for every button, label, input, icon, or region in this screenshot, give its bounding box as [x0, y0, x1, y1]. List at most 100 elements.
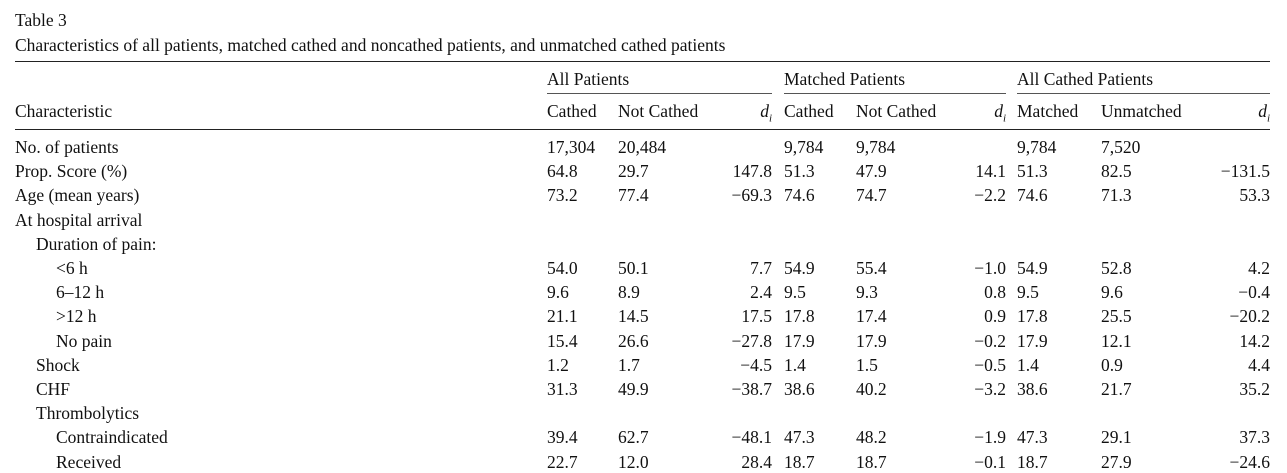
table-cell: 17.5	[741, 306, 772, 327]
table-cell: −3.2	[974, 379, 1006, 399]
table-cell: 50.1	[618, 258, 649, 278]
table-cell: 29.7	[618, 161, 649, 182]
header-rule	[15, 129, 1270, 130]
table-cell: 64.8	[547, 161, 578, 182]
table-cell: −48.1	[731, 427, 773, 448]
table-cell: 9.5	[784, 282, 806, 303]
column-head: Cathed	[547, 101, 597, 121]
table-cell: 40.2	[856, 379, 887, 399]
table-cell: 14.2	[1239, 330, 1270, 351]
row-label: Shock	[36, 354, 80, 375]
table-cell: −0.1	[974, 451, 1006, 472]
table-cell: 18.7	[784, 451, 815, 472]
table-cell: 20,484	[618, 137, 667, 157]
table-cell: 1.4	[784, 354, 806, 375]
row-label: Received	[56, 451, 122, 472]
table-cell: 74.7	[856, 185, 887, 206]
table-cell: 25.5	[1101, 306, 1132, 327]
table-cell: 14.1	[975, 161, 1006, 182]
group-head-all-cathed: All Cathed Patients	[1017, 69, 1154, 89]
table-cell: 27.9	[1101, 451, 1132, 472]
table-cell: 9.3	[856, 282, 878, 303]
row-label: Prop. Score (%)	[15, 161, 128, 182]
table-cell: 14.5	[618, 306, 649, 327]
table-cell: −1.9	[974, 427, 1006, 448]
table-cell: 18.7	[856, 451, 887, 472]
table-cell: −0.2	[974, 330, 1006, 351]
table-cell: 0.9	[1101, 354, 1123, 375]
table-cell: 35.2	[1239, 379, 1270, 399]
table-cell: 53.3	[1239, 185, 1270, 206]
table-cell: 48.2	[856, 427, 887, 448]
group-underline	[1017, 93, 1270, 94]
table-cell: 17.8	[1017, 306, 1048, 327]
table-cell: 62.7	[618, 427, 649, 448]
column-head: Unmatched	[1101, 101, 1182, 121]
table-title: Characteristics of all patients, matched…	[15, 35, 726, 55]
table-cell: 0.8	[984, 282, 1006, 303]
table-cell: 31.3	[547, 379, 578, 399]
row-label: CHF	[36, 379, 71, 399]
table-cell: 9,784	[784, 137, 824, 157]
row-label: <6 h	[56, 258, 88, 278]
table-cell: −69.3	[731, 185, 773, 206]
row-label: 6–12 h	[56, 282, 105, 303]
table-cell: −2.2	[974, 185, 1006, 206]
table-cell: 26.6	[618, 330, 649, 351]
row-label: >12 h	[56, 306, 97, 327]
table-cell: 2.4	[750, 282, 772, 303]
table-cell: 54.9	[784, 258, 815, 278]
table-cell: 28.4	[741, 451, 772, 472]
table-cell: 38.6	[784, 379, 815, 399]
table-cell: 21.7	[1101, 379, 1132, 399]
table-cell: 4.2	[1248, 258, 1270, 278]
table-cell: 74.6	[784, 185, 815, 206]
table-cell: 1.7	[618, 354, 640, 375]
table-cell: 0.9	[984, 306, 1006, 327]
column-head: Cathed	[784, 101, 834, 121]
group-head-matched-patients: Matched Patients	[784, 69, 906, 89]
table-cell: 15.4	[547, 330, 578, 351]
table-cell: 54.9	[1017, 258, 1048, 278]
column-head-di: di	[994, 101, 1006, 125]
table-cell: 73.2	[547, 185, 578, 206]
group-underline	[784, 93, 1006, 94]
table-cell: 21.1	[547, 306, 578, 327]
table-cell: 9,784	[1017, 137, 1057, 157]
table-cell: −4.5	[740, 354, 772, 375]
table-cell: 52.8	[1101, 258, 1132, 278]
top-rule	[15, 61, 1270, 62]
table-cell: 8.9	[618, 282, 640, 303]
table-cell: 39.4	[547, 427, 578, 448]
column-head-di: di	[1258, 101, 1270, 125]
table-cell: −38.7	[731, 379, 773, 399]
table-cell: −27.8	[731, 330, 773, 351]
table-cell: −0.5	[974, 354, 1006, 375]
table-cell: 9,784	[856, 137, 896, 157]
table-cell: 71.3	[1101, 185, 1132, 206]
table-cell: 18.7	[1017, 451, 1048, 472]
column-head-characteristic: Characteristic	[15, 101, 113, 121]
column-head-di: di	[760, 101, 772, 125]
group-underline	[547, 93, 772, 94]
table-cell: 22.7	[547, 451, 578, 472]
table-cell: 49.9	[618, 379, 649, 399]
table-cell: 17,304	[547, 137, 596, 157]
table-cell: 4.4	[1248, 354, 1270, 375]
table-cell: 17.9	[856, 330, 887, 351]
table-cell: 47.9	[856, 161, 887, 182]
table-cell: 147.8	[732, 161, 772, 182]
table-cell: 82.5	[1101, 161, 1132, 182]
table-cell: 38.6	[1017, 379, 1048, 399]
row-label: No. of patients	[15, 137, 119, 157]
group-head-all-patients: All Patients	[547, 69, 630, 89]
table-cell: −131.5	[1220, 161, 1270, 182]
row-label: No pain	[56, 330, 112, 351]
table-cell: −0.4	[1238, 282, 1270, 303]
table-cell: 47.3	[784, 427, 815, 448]
row-label: Thrombolytics	[36, 403, 140, 424]
table-cell: 17.4	[856, 306, 887, 327]
table-cell: 29.1	[1101, 427, 1132, 448]
table-cell: 55.4	[856, 258, 887, 278]
column-head: Not Cathed	[856, 101, 937, 121]
